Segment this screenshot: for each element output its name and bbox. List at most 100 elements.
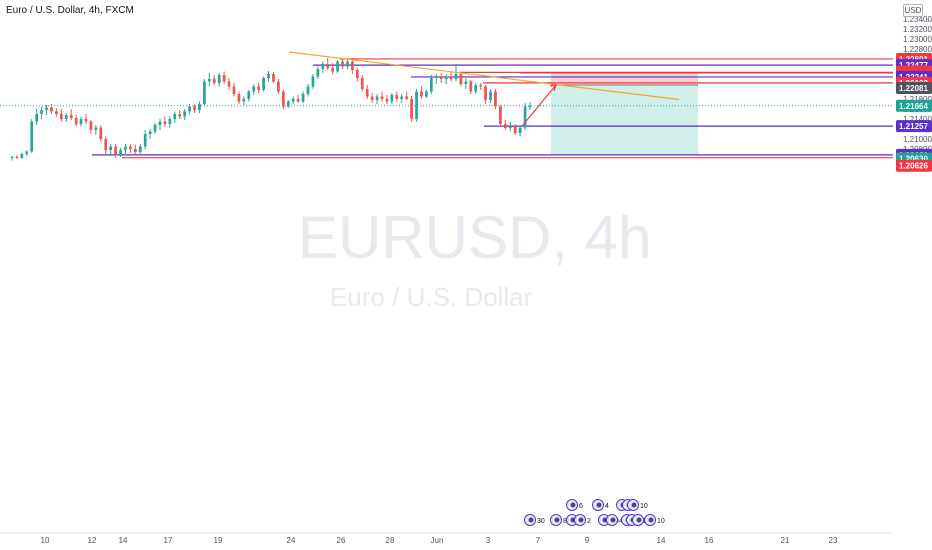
candle-body[interactable] bbox=[360, 78, 364, 89]
candle-body[interactable] bbox=[523, 106, 527, 128]
candle-body[interactable] bbox=[89, 121, 93, 131]
candle-body[interactable] bbox=[124, 146, 127, 151]
candle-body[interactable] bbox=[163, 121, 167, 125]
candle-body[interactable] bbox=[188, 106, 191, 112]
candle-body[interactable] bbox=[400, 96, 404, 100]
symbol-title[interactable]: Euro / U.S. Dollar, 4h, FXCM bbox=[6, 5, 134, 16]
candle-body[interactable] bbox=[518, 127, 522, 134]
candle-body[interactable] bbox=[143, 134, 147, 147]
candle-body[interactable] bbox=[336, 61, 339, 72]
candle-body[interactable] bbox=[138, 146, 142, 153]
candle-body[interactable] bbox=[212, 79, 216, 83]
candle-body[interactable] bbox=[193, 106, 196, 111]
candle-body[interactable] bbox=[109, 146, 113, 151]
candle-body[interactable] bbox=[148, 131, 152, 135]
candle-body[interactable] bbox=[385, 99, 389, 102]
candle-body[interactable] bbox=[158, 121, 162, 126]
candle-body[interactable] bbox=[237, 94, 241, 102]
candle-body[interactable] bbox=[257, 86, 261, 91]
candle-body[interactable] bbox=[207, 79, 211, 82]
candle-body[interactable] bbox=[84, 119, 88, 122]
candle-body[interactable] bbox=[64, 115, 68, 119]
candle-body[interactable] bbox=[494, 91, 497, 107]
candle-body[interactable] bbox=[15, 157, 19, 158]
candle-body[interactable] bbox=[449, 76, 453, 80]
candle-body[interactable] bbox=[425, 91, 428, 97]
projection-arrow[interactable] bbox=[521, 84, 557, 127]
candle-body[interactable] bbox=[321, 64, 325, 69]
candle-body[interactable] bbox=[291, 99, 295, 102]
candle-body[interactable] bbox=[198, 104, 201, 110]
candle-body[interactable] bbox=[469, 81, 473, 92]
candle-body[interactable] bbox=[252, 86, 256, 92]
candle-body[interactable] bbox=[10, 157, 14, 158]
candle-body[interactable] bbox=[499, 106, 502, 125]
candle-body[interactable] bbox=[355, 70, 359, 78]
candle-body[interactable] bbox=[168, 119, 172, 124]
candle-body[interactable] bbox=[59, 114, 63, 119]
candle-body[interactable] bbox=[429, 78, 433, 92]
candle-body[interactable] bbox=[513, 126, 517, 134]
candle-body[interactable] bbox=[306, 86, 310, 95]
candle-body[interactable] bbox=[351, 61, 354, 71]
candle-body[interactable] bbox=[222, 75, 226, 82]
candle-body[interactable] bbox=[227, 81, 231, 87]
candle-body[interactable] bbox=[79, 119, 83, 124]
candle-body[interactable] bbox=[390, 95, 394, 102]
candle-body[interactable] bbox=[484, 86, 487, 101]
candle-body[interactable] bbox=[479, 85, 483, 87]
candle-body[interactable] bbox=[173, 114, 177, 119]
candle-body[interactable] bbox=[365, 89, 369, 97]
candle-body[interactable] bbox=[40, 110, 43, 114]
candle-body[interactable] bbox=[247, 91, 251, 100]
candle-body[interactable] bbox=[55, 111, 58, 115]
candle-body[interactable] bbox=[410, 99, 413, 119]
candle-body[interactable] bbox=[311, 76, 315, 87]
candle-body[interactable] bbox=[346, 61, 349, 67]
take-profit-zone[interactable] bbox=[551, 84, 698, 155]
candle-body[interactable] bbox=[331, 68, 335, 72]
candle-body[interactable] bbox=[341, 61, 344, 67]
candle-body[interactable] bbox=[508, 126, 512, 129]
candle-body[interactable] bbox=[464, 81, 468, 85]
candle-body[interactable] bbox=[439, 76, 443, 80]
candle-body[interactable] bbox=[434, 76, 438, 79]
candle-body[interactable] bbox=[454, 74, 458, 79]
candle-body[interactable] bbox=[114, 146, 117, 155]
candle-body[interactable] bbox=[133, 149, 137, 152]
candle-body[interactable] bbox=[50, 107, 53, 112]
candle-body[interactable] bbox=[444, 76, 448, 80]
candle-body[interactable] bbox=[370, 96, 374, 101]
candle-body[interactable] bbox=[94, 127, 98, 131]
candle-body[interactable] bbox=[183, 111, 187, 117]
candle-body[interactable] bbox=[129, 146, 132, 150]
candle-body[interactable] bbox=[267, 74, 270, 78]
stop-loss-zone[interactable] bbox=[551, 72, 698, 85]
candle-body[interactable] bbox=[153, 125, 157, 132]
candle-body[interactable] bbox=[405, 96, 409, 100]
candle-body[interactable] bbox=[242, 99, 246, 102]
candle-body[interactable] bbox=[232, 86, 236, 95]
candle-body[interactable] bbox=[528, 106, 532, 107]
candle-body[interactable] bbox=[380, 96, 384, 100]
candle-body[interactable] bbox=[281, 91, 285, 107]
candle-body[interactable] bbox=[277, 81, 280, 92]
candle-body[interactable] bbox=[30, 121, 34, 152]
candle-body[interactable] bbox=[217, 75, 221, 83]
candle-body[interactable] bbox=[420, 91, 423, 97]
candle-body[interactable] bbox=[395, 95, 399, 99]
candle-body[interactable] bbox=[45, 107, 48, 111]
candle-body[interactable] bbox=[272, 74, 275, 82]
trend-line[interactable] bbox=[288, 51, 680, 101]
candle-body[interactable] bbox=[489, 91, 492, 101]
candle-body[interactable] bbox=[375, 96, 379, 101]
candle-body[interactable] bbox=[35, 114, 39, 122]
candle-body[interactable] bbox=[262, 78, 265, 90]
candle-body[interactable] bbox=[178, 114, 182, 117]
candle-body[interactable] bbox=[316, 69, 320, 77]
candle-body[interactable] bbox=[296, 99, 300, 102]
candle-body[interactable] bbox=[99, 127, 103, 140]
currency-badge[interactable]: USD bbox=[903, 4, 923, 17]
candle-body[interactable] bbox=[503, 124, 507, 128]
